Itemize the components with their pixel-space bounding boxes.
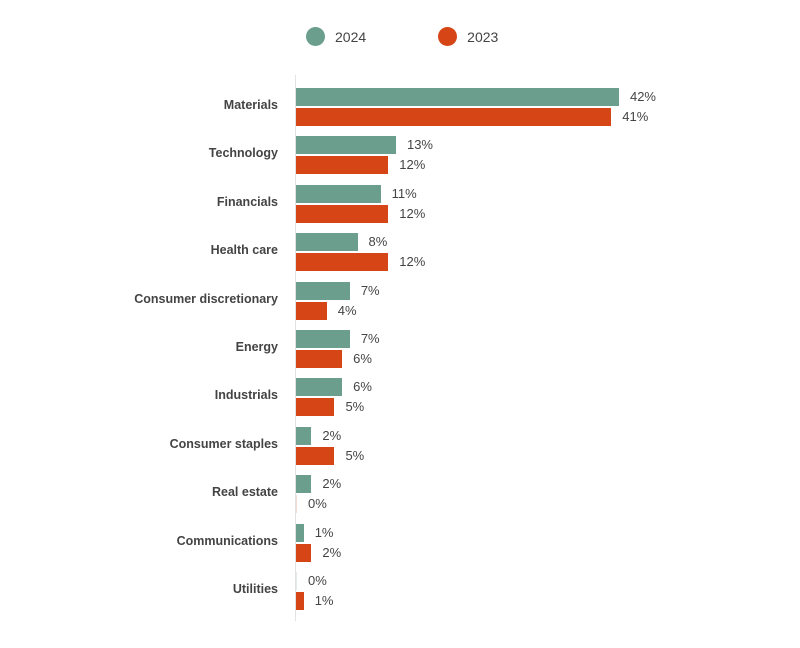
value-label-2023: 5% [345,399,365,415]
value-label-2023: 1% [314,593,334,608]
value-label-2023: 41% [622,109,649,124]
bar-2023 [296,301,327,320]
value-label-2024: 7% [360,282,380,298]
chart-row: Materials 42% 41% [0,88,800,128]
bar-2023 [296,108,612,126]
bar-2023 [296,156,389,175]
bar-2023 [296,204,389,223]
value-label-2024: 11% [391,185,417,201]
category-label: Health care [210,243,278,258]
category-label: Financials [216,194,278,209]
value-label-2024: 6% [353,379,372,395]
value-label-2024: 7% [360,331,380,346]
value-label-2024: 2% [322,476,342,492]
category-label: Consumer staples [169,436,278,451]
chart-row: Industrials 6% 5% [0,378,800,418]
chart-row: Consumer discretionary 7% 4% [0,281,800,322]
category-label: Communications [176,533,278,548]
chart-row: Utilities 0% 1% [0,572,800,612]
bar-2024 [296,88,619,106]
category-label: Energy [235,340,278,354]
category-label: Materials [223,98,278,112]
y-axis-line [295,75,296,621]
bar-2024 [296,136,396,155]
bar-2024 [296,378,343,397]
value-label-2024: 8% [368,234,388,250]
bar-2024 [296,281,350,300]
legend-item-2023: 2023 [438,27,498,46]
bar-2023 [296,495,297,514]
bar-2023 [296,253,389,272]
legend: 2024 2023 [306,27,570,46]
bar-2024 [296,523,304,542]
value-label-2023: 12% [399,157,426,173]
category-label: Industrials [214,388,278,403]
bar-2023 [296,398,335,417]
legend-label-2023: 2023 [467,28,499,45]
category-label: Real estate [211,485,278,500]
chart-row: Technology 13% 12% [0,136,800,176]
bar-2023 [296,592,304,610]
value-label-2023: 5% [345,447,365,463]
value-label-2023: 4% [337,302,357,318]
chart-row: Real estate 2% 0% [0,475,800,515]
category-label: Utilities [232,582,278,596]
category-label: Consumer discretionary [134,291,278,306]
legend-swatch-2024 [306,27,325,46]
bar-2023 [296,446,335,465]
category-label: Technology [208,146,278,161]
bar-2024 [296,426,312,445]
chart-row: Communications 1% 2% [0,523,800,564]
bar-2024 [296,184,381,203]
value-label-2024: 0% [308,573,327,588]
value-label-2023: 0% [308,496,327,512]
chart-row: Consumer staples 2% 5% [0,426,800,467]
chart-row: Energy 7% 6% [0,330,800,370]
value-label-2024: 1% [314,524,334,540]
legend-label-2024: 2024 [335,28,367,45]
value-label-2024: 2% [322,427,342,443]
value-label-2023: 6% [353,351,372,366]
value-label-2023: 2% [322,544,342,560]
value-label-2024: 13% [406,137,433,153]
bar-2024 [296,330,350,348]
chart-row: Financials 11% 12% [0,184,800,225]
legend-swatch-2023 [438,27,458,46]
bar-2024 [296,233,358,252]
bar-2024 [296,572,297,590]
legend-item-2024: 2024 [306,27,366,46]
value-label-2023: 12% [399,254,426,270]
bar-2023 [296,350,343,368]
chart-row: Health care 8% 12% [0,233,800,273]
bar-2023 [296,543,312,562]
value-label-2024: 42% [629,89,656,104]
bar-2024 [296,475,312,494]
value-label-2023: 12% [399,205,426,221]
